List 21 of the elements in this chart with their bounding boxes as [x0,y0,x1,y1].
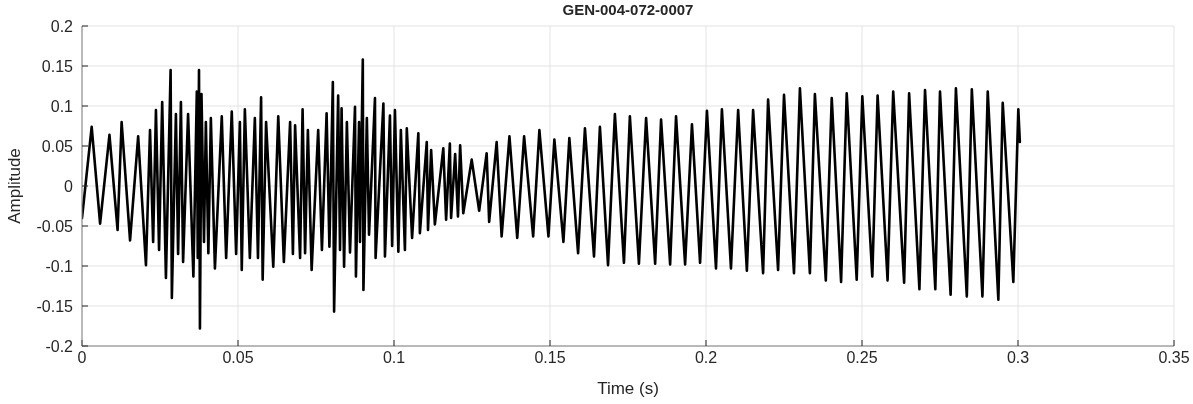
y-tick-label: -0.05 [36,217,74,235]
x-tick-label: 0.2 [694,349,718,367]
y-tick-label: 0 [64,177,74,195]
y-tick-label: 0.05 [41,137,74,155]
x-tick-label: 0.25 [846,349,878,367]
chart-title: GEN-004-072-0007 [561,1,695,19]
line-series [82,58,1022,330]
y-tick-label: -0.1 [45,257,74,275]
x-tick-label: 0 [77,349,87,367]
x-tick-label: 0.3 [1006,349,1030,367]
x-tick-label: 0.1 [382,349,406,367]
x-axis-title: Time (s) [597,378,659,398]
x-tick-label: 0.35 [1158,349,1190,367]
y-tick-label: -0.15 [36,297,74,315]
y-tick-label: -0.2 [45,337,74,355]
y-tick-label: 0.2 [50,17,74,35]
y-tick-label: 0.1 [50,97,74,115]
x-tick-label: 0.05 [222,349,254,367]
x-tick-label: 0.15 [534,349,566,367]
y-axis-title: Amplitude [4,148,24,224]
y-tick-label: 0.15 [41,57,74,75]
